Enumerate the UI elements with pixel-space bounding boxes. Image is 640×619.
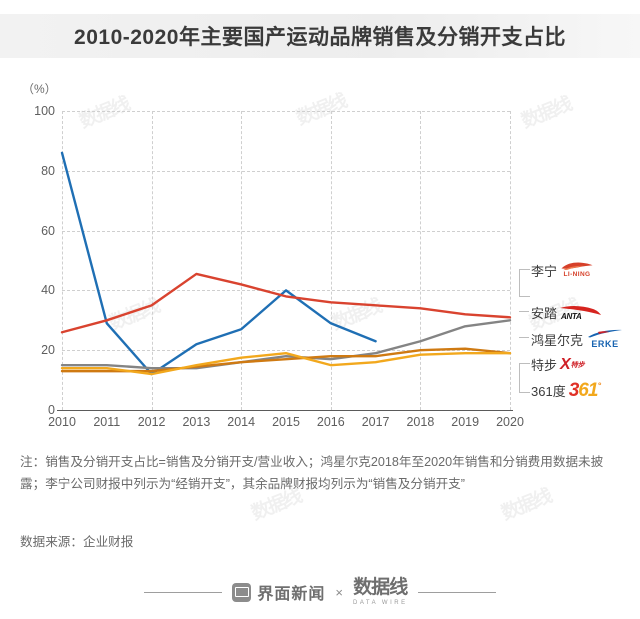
x-axis-tick-label: 2016 <box>316 415 345 429</box>
legend-item-anta[interactable]: 安踏 ANTA <box>531 303 602 322</box>
jiemian-wordmark: 界面新闻 <box>257 586 326 603</box>
y-axis-tick-label: 80 <box>41 163 55 178</box>
gridline-vertical <box>241 111 243 410</box>
chart-series-line <box>62 274 510 332</box>
chart-lines <box>62 111 510 410</box>
chart-series-line <box>62 320 510 368</box>
watermark: 数据线 <box>518 94 574 133</box>
y-axis-tick-label: 0 <box>48 403 55 417</box>
y-axis-tick-label: 20 <box>41 343 55 358</box>
x-axis-tick-label: 2015 <box>272 415 300 429</box>
gridline-vertical <box>151 111 153 410</box>
x-axis-tick-label: 2019 <box>451 415 480 429</box>
footer-rule-left <box>144 591 223 593</box>
erke-mark-icon <box>588 329 623 338</box>
legend-item-xtep[interactable]: 特步 X 特步 <box>531 355 585 374</box>
legend-label-lining: 李宁 <box>531 264 558 279</box>
footer-rule-right <box>417 591 496 593</box>
legend-item-lining[interactable]: 李宁 LI-NING <box>531 261 594 280</box>
y-axis-unit-label: （%） <box>22 82 57 96</box>
li-ning-wordmark: LI-NING <box>563 271 591 279</box>
x-axis-tick-label: 2011 <box>93 415 121 429</box>
legend-item-361[interactable]: 361度 361° <box>531 380 601 401</box>
x-axis-line <box>57 410 513 411</box>
li-ning-mark-icon <box>561 262 593 271</box>
gridline-horizontal <box>62 170 510 172</box>
title-bar: 2010-2020年主要国产运动品牌销售及分销开支占比 <box>0 14 640 58</box>
legend-label-anta: 安踏 <box>531 306 558 321</box>
legend-leader-line <box>519 311 529 312</box>
y-axis-tick-label: 100 <box>34 104 55 118</box>
xtep-x-icon: X <box>560 355 571 373</box>
361-logo: 361° <box>568 380 601 401</box>
legend-label-361: 361度 <box>531 384 566 399</box>
gridline-vertical <box>330 111 332 410</box>
chart-series-line <box>62 353 510 374</box>
gridline-vertical <box>62 111 63 410</box>
datawire-logo: 数据线 DATA WIRE <box>353 578 408 606</box>
erke-logo: ERKE <box>586 329 624 349</box>
legend-item-erke[interactable]: 鸿星尔克 ERKE <box>531 329 624 349</box>
gridline-vertical <box>510 111 511 410</box>
x-axis-tick-label: 2010 <box>48 415 76 429</box>
datawire-wordmark-en: DATA WIRE <box>352 600 408 606</box>
y-axis-tick-label: 60 <box>41 223 55 238</box>
y-axis-tick-label: 40 <box>41 283 55 298</box>
gridline-vertical <box>420 111 422 410</box>
legend-label-xtep: 特步 <box>531 358 558 373</box>
x-axis-tick-label: 2018 <box>406 415 435 429</box>
361-degree-icon: ° <box>597 380 601 391</box>
datawire-wordmark-cn: 数据线 <box>353 577 408 598</box>
legend-label-erke: 鸿星尔克 <box>531 332 584 348</box>
gridline-horizontal <box>62 350 510 352</box>
legend-leader-line <box>519 363 530 393</box>
x-axis-tick-label: 2012 <box>137 415 166 429</box>
jiemian-mark-icon <box>232 582 252 602</box>
xtep-logo: X 特步 <box>560 355 585 373</box>
x-axis-tick-label: 2017 <box>361 415 390 429</box>
x-axis-tick-label: 2020 <box>496 415 524 429</box>
x-axis-tick-label: 2014 <box>227 415 256 429</box>
chart-source: 数据来源：企业财报 <box>20 535 134 549</box>
page-title: 2010-2020年主要国产运动品牌销售及分销开支占比 <box>74 26 566 49</box>
chart-plot-area: 0 20 40 60 80 100 <box>34 104 511 417</box>
xtep-wordmark: 特步 <box>570 361 585 369</box>
anta-mark-icon <box>560 306 602 315</box>
anta-logo: ANTA <box>560 304 602 321</box>
anta-wordmark: ANTA <box>561 312 582 321</box>
x-axis-tick-label: 2013 <box>182 415 211 429</box>
li-ning-logo: LI-NING <box>560 262 594 279</box>
jiemian-logo: 界面新闻 <box>232 580 325 604</box>
legend-leader-line <box>519 337 529 338</box>
footer-cross-icon: × <box>335 584 343 600</box>
gridline-horizontal <box>62 111 510 112</box>
erke-wordmark: ERKE <box>591 339 619 349</box>
gridline-horizontal <box>62 230 510 232</box>
chart-legend: 李宁 LI-NING 安踏 ANTA 鸿星尔克 ERKE <box>519 259 640 404</box>
chart-footnote: 注：销售及分销开支占比=销售及分销开支/营业收入；鸿星尔克2018年至2020年… <box>20 455 604 491</box>
legend-leader-line <box>519 269 530 297</box>
chart-series-line <box>62 153 376 374</box>
footer-branding: 界面新闻 × 数据线 DATA WIRE <box>0 570 640 614</box>
